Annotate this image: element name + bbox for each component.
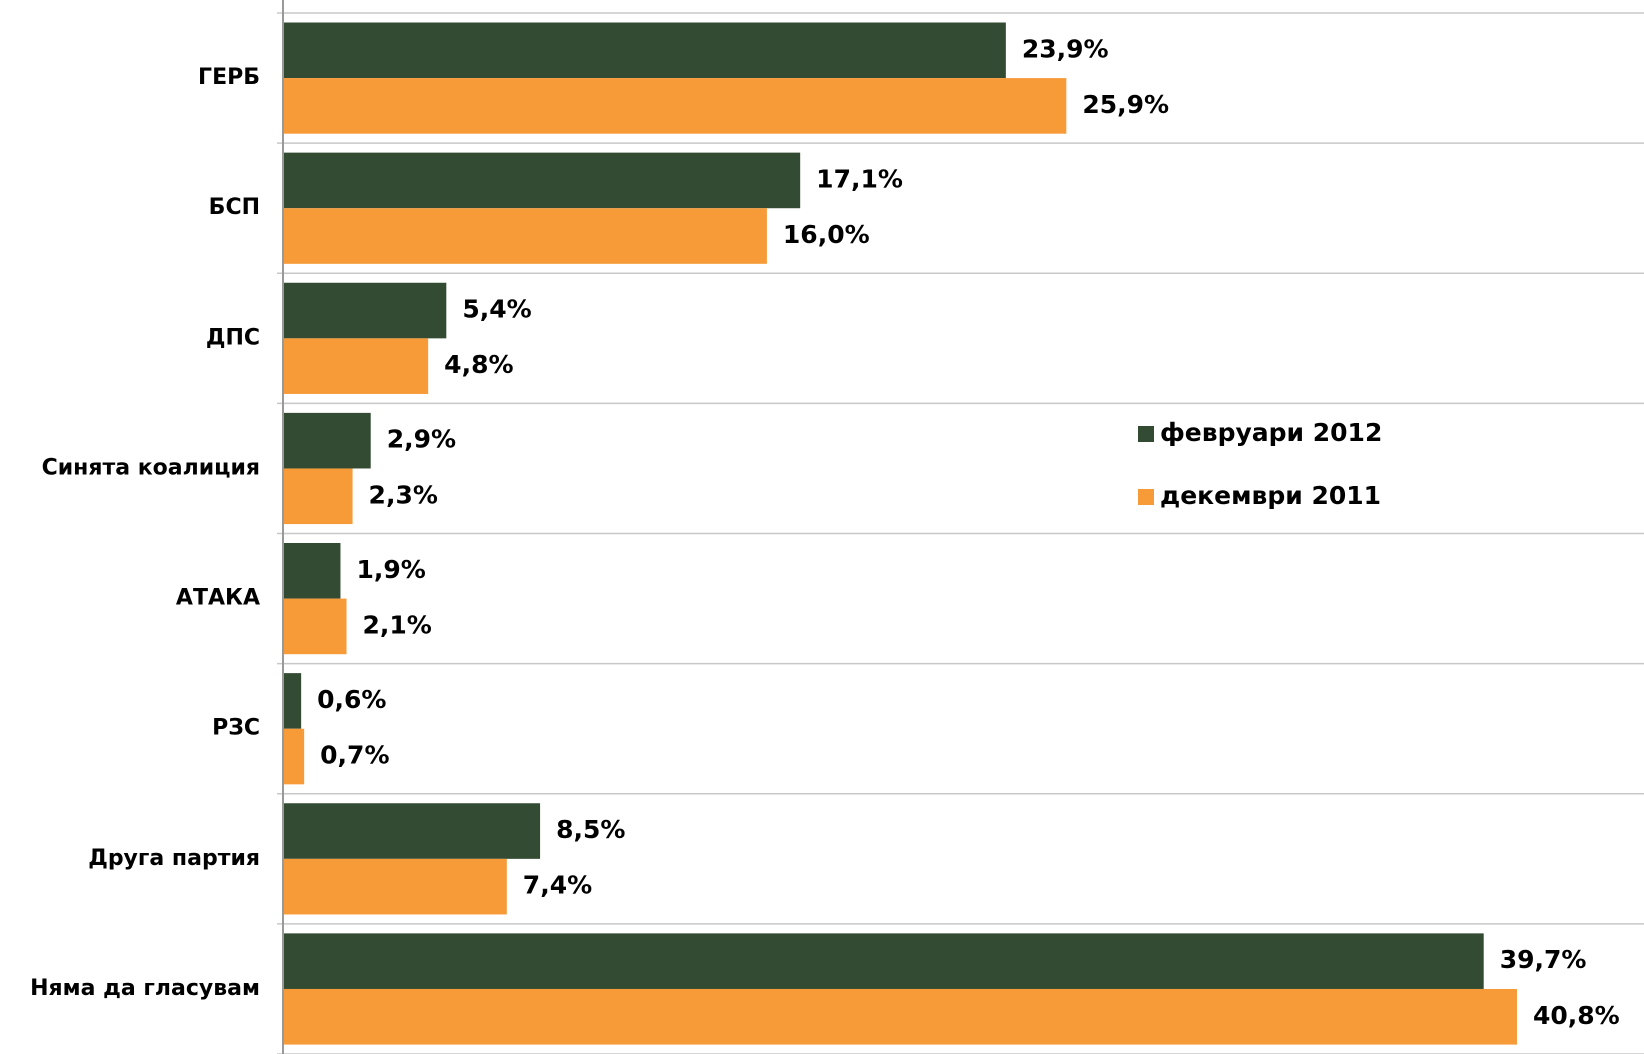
- legend-swatch: [1138, 489, 1154, 505]
- category-label: Друга партия: [88, 846, 260, 871]
- bar: [283, 208, 767, 264]
- legend-label: декември 2011: [1160, 481, 1381, 510]
- bar: [283, 988, 1517, 1045]
- bar: [283, 152, 801, 209]
- value-label: 16,0%: [783, 220, 870, 249]
- bar: [283, 933, 1484, 989]
- bar: [283, 673, 302, 729]
- value-label: 25,9%: [1082, 90, 1169, 119]
- bar: [283, 543, 341, 599]
- category-label: Няма да гласувам: [30, 976, 260, 1001]
- bar: [283, 78, 1067, 134]
- category-label: Синята коалиция: [42, 455, 260, 480]
- value-label: 4,8%: [444, 350, 513, 379]
- value-label: 1,9%: [356, 555, 425, 584]
- value-label: 2,1%: [363, 610, 432, 639]
- value-label: 17,1%: [816, 164, 903, 193]
- bar: [283, 858, 507, 915]
- value-label: 0,6%: [317, 685, 386, 714]
- bar: [283, 598, 347, 655]
- category-label: ГЕРБ: [198, 65, 260, 90]
- legend-swatch: [1138, 426, 1154, 442]
- category-label: РЗС: [212, 716, 260, 741]
- value-label: 5,4%: [462, 295, 531, 324]
- value-label: 7,4%: [523, 871, 592, 900]
- value-label: 23,9%: [1022, 34, 1109, 63]
- bar: [283, 412, 371, 469]
- bar: [283, 468, 353, 525]
- bar: [283, 338, 429, 394]
- category-label: АТАКА: [176, 586, 260, 611]
- legend-label: февруари 2012: [1160, 418, 1382, 447]
- value-label: 39,7%: [1500, 945, 1587, 974]
- bar: [283, 803, 541, 859]
- bar: [283, 282, 447, 339]
- value-label: 2,9%: [387, 425, 456, 454]
- category-label: БСП: [209, 195, 260, 220]
- category-label: ДПС: [206, 325, 260, 350]
- bar: [283, 22, 1006, 79]
- value-label: 2,3%: [369, 480, 438, 509]
- value-label: 40,8%: [1533, 1001, 1620, 1030]
- bar: [283, 728, 305, 785]
- value-label: 8,5%: [556, 815, 625, 844]
- value-label: 0,7%: [320, 741, 389, 770]
